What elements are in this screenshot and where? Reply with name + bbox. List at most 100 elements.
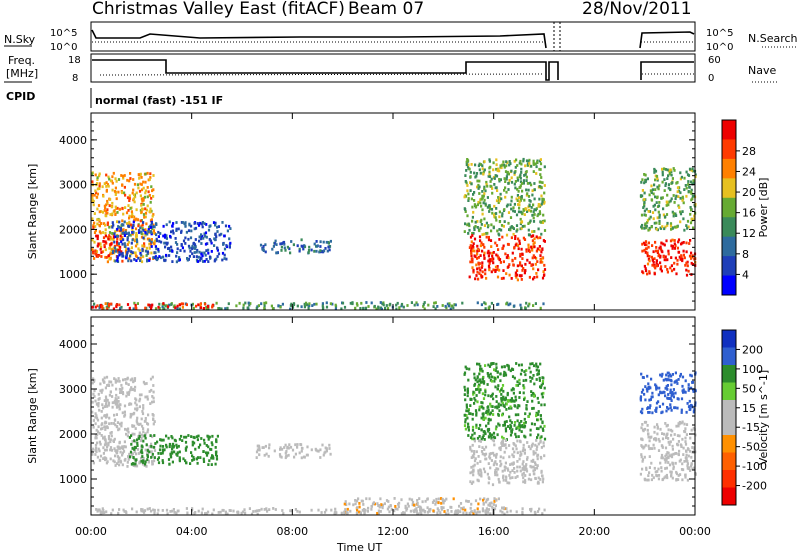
data-cell [669, 187, 672, 191]
data-cell [530, 465, 533, 469]
data-cell [149, 176, 152, 179]
data-cell [153, 459, 156, 463]
data-cell [134, 446, 137, 449]
data-cell [168, 249, 172, 253]
data-cell [639, 395, 643, 399]
data-cell [665, 466, 668, 470]
data-cell [136, 240, 139, 244]
data-cell [687, 225, 690, 229]
data-cell [112, 246, 115, 250]
data-cell [535, 466, 539, 470]
data-cell [204, 302, 207, 306]
data-cell [97, 204, 101, 207]
data-cell [509, 463, 512, 466]
data-cell [92, 419, 95, 422]
data-cell [476, 400, 479, 404]
data-cell [125, 511, 128, 514]
data-cell [654, 169, 658, 173]
data-cell [532, 469, 535, 473]
data-cell [340, 307, 343, 311]
data-cell [477, 187, 480, 190]
data-cell [522, 181, 525, 185]
data-cell [522, 209, 526, 212]
data-cell [136, 448, 140, 451]
data-cell [670, 264, 673, 268]
data-cell [103, 381, 106, 384]
data-cell [658, 405, 661, 408]
data-cell [677, 250, 680, 254]
data-cell [655, 473, 658, 477]
data-cell [162, 302, 165, 305]
data-cell [96, 192, 99, 196]
data-cell [161, 438, 164, 442]
data-cell [268, 508, 271, 511]
data-cell [687, 386, 690, 390]
data-cell [538, 507, 541, 511]
data-cell [428, 508, 431, 512]
data-cell [473, 452, 476, 456]
data-cell [689, 212, 692, 216]
data-cell [476, 248, 479, 252]
data-cell [139, 422, 142, 426]
data-cell [422, 305, 425, 308]
data-cell [142, 236, 145, 240]
data-cell [526, 400, 529, 403]
colorbar-tick-label: 20 [742, 186, 756, 199]
data-cell [481, 167, 484, 171]
data-cell [688, 254, 692, 258]
data-cell [661, 170, 664, 174]
data-cell [688, 186, 691, 189]
y-tick-label: 1000 [59, 268, 87, 281]
data-cell [139, 209, 142, 212]
data-cell [671, 373, 674, 376]
data-cell [126, 238, 129, 242]
data-cell [319, 448, 322, 452]
data-cell [126, 428, 129, 432]
data-cell [646, 262, 650, 266]
data-cell [471, 260, 474, 264]
data-cell [162, 255, 165, 259]
data-cell [152, 241, 155, 245]
data-cell [121, 184, 124, 187]
data-cell [153, 225, 156, 229]
data-cell [519, 185, 522, 189]
data-cell [513, 424, 516, 427]
data-cell [140, 188, 144, 192]
data-cell [494, 265, 498, 269]
data-cell [144, 233, 147, 237]
data-cell [643, 173, 646, 176]
data-cell [171, 451, 174, 455]
data-cell [435, 497, 438, 501]
data-cell [490, 404, 493, 408]
data-cell [661, 444, 664, 448]
data-cell [181, 439, 184, 442]
data-cell [99, 458, 102, 462]
data-cell [516, 380, 519, 384]
data-cell [110, 422, 113, 425]
data-cell [678, 420, 681, 424]
data-cell [693, 214, 696, 218]
data-cell [250, 512, 254, 516]
colorbar-tick-label: 12 [742, 227, 756, 240]
data-cell [102, 446, 105, 450]
data-cell [493, 443, 496, 447]
data-cell [541, 427, 544, 431]
data-cell [449, 505, 452, 509]
data-cell [476, 375, 479, 379]
data-cell [691, 194, 694, 198]
data-cell [517, 203, 520, 206]
data-cell [652, 217, 655, 221]
colorbar-tick-label: 50 [742, 382, 756, 395]
data-cell [468, 228, 471, 232]
data-cell [490, 270, 493, 274]
data-cell [96, 187, 99, 191]
data-cell [221, 251, 225, 255]
data-cell [123, 510, 126, 513]
data-cell [296, 445, 299, 449]
data-cell [507, 211, 511, 214]
data-cell [686, 226, 689, 230]
data-cell [644, 178, 648, 182]
data-cell [671, 447, 674, 451]
data-cell [102, 457, 105, 460]
data-cell [394, 505, 397, 508]
